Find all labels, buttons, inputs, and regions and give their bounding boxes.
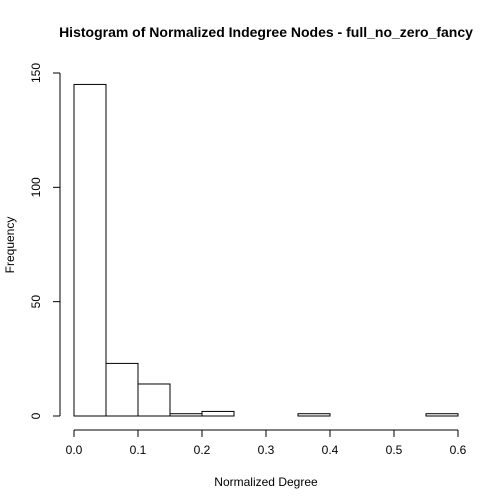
histogram-bar <box>201 410 235 417</box>
x-axis-ticks: 0.0 0.1 0.2 0.3 0.4 0.5 0.6 <box>66 430 467 457</box>
x-axis-label: Normalized Degree <box>214 475 318 489</box>
x-tick-label: 0.0 <box>66 443 83 457</box>
y-axis: 0 50 100 150 <box>29 63 61 419</box>
histogram-bar <box>73 83 107 417</box>
x-tick-label: 0.5 <box>386 443 403 457</box>
y-tick-label: 150 <box>29 63 43 83</box>
histogram-bar <box>105 362 139 417</box>
x-tick-label: 0.4 <box>322 443 339 457</box>
x-tick-label: 0.2 <box>194 443 211 457</box>
y-tick-label: 50 <box>29 295 43 309</box>
x-axis: 0.0 0.1 0.2 0.3 0.4 0.5 0.6 <box>66 429 467 457</box>
y-axis-ticks: 0 50 100 150 <box>29 63 60 419</box>
y-axis-label: Frequency <box>3 217 17 274</box>
chart-title: Histogram of Normalized Indegree Nodes -… <box>59 24 473 40</box>
x-tick-label: 0.1 <box>130 443 147 457</box>
histogram-bar <box>297 413 331 417</box>
histogram-bar <box>169 413 203 417</box>
x-tick-label: 0.3 <box>258 443 275 457</box>
y-tick-label: 100 <box>29 177 43 197</box>
histogram-bars <box>73 83 459 417</box>
histogram-bar <box>137 383 171 417</box>
histogram-bar <box>425 413 459 417</box>
x-tick-label: 0.6 <box>450 443 467 457</box>
y-tick-label: 0 <box>29 412 43 419</box>
